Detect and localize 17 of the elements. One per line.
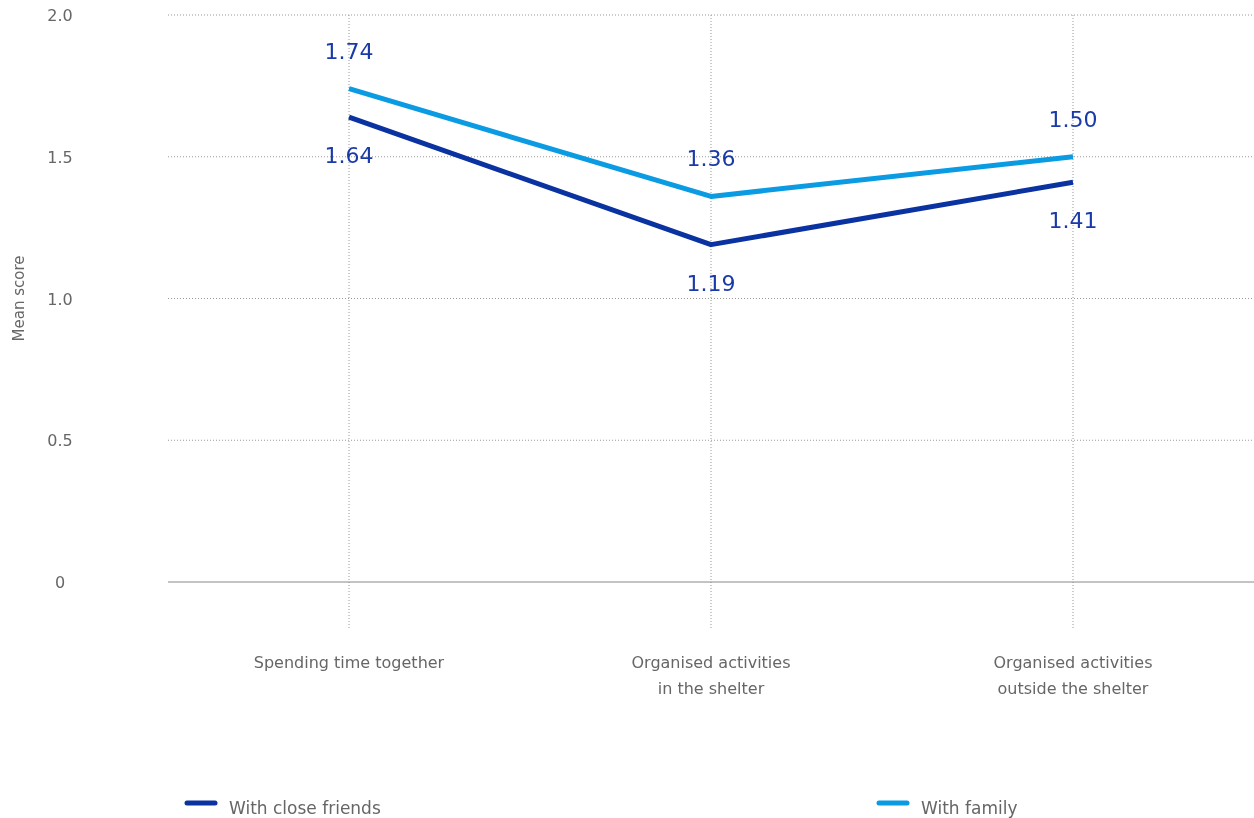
data-label: 1.41 xyxy=(1048,208,1098,234)
data-label: 1.19 xyxy=(686,270,736,296)
y-tick-label: 2.0 xyxy=(47,6,73,25)
y-axis-title: Mean score xyxy=(10,255,28,342)
data-label: 1.74 xyxy=(324,38,374,64)
y-tick-label: 0.5 xyxy=(47,431,73,451)
y-tick-label: 0 xyxy=(54,573,66,592)
x-tick-label: Spending time together xyxy=(253,653,445,672)
data-label: 1.50 xyxy=(1048,106,1098,132)
x-tick-label: Organised activities in the shelter xyxy=(631,653,791,698)
data-label: 1.64 xyxy=(324,143,374,169)
data-label: 1.36 xyxy=(686,146,736,172)
y-tick-label: 1.5 xyxy=(47,147,73,167)
legend-label: With family xyxy=(921,798,1018,818)
legend-label: With close friends xyxy=(229,798,381,818)
x-tick-label: Organised activities outside the shelter xyxy=(993,653,1153,698)
y-tick-label: 1.0 xyxy=(47,289,73,309)
